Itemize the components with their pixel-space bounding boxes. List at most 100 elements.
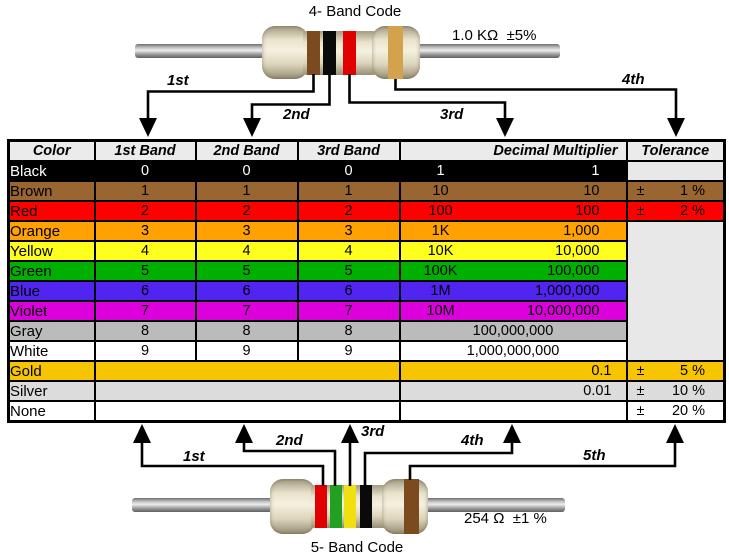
cell-band1-gray: 8 — [93, 320, 197, 342]
cell-band2-orange: 3 — [194, 220, 299, 242]
cell-color-blue: Blue — [7, 280, 96, 302]
cell-band2-black: 0 — [194, 160, 299, 182]
table-row-green: Green 5 5 5 100K 100,000 — [7, 260, 725, 282]
table-row-blue: Blue 6 6 6 1M 1,000,000 — [7, 280, 725, 302]
cell-multiplier-violet: 10M 10,000,000 — [398, 300, 628, 322]
cell-multiplier-orange: 1K 1,000 — [398, 220, 628, 242]
header-band2: 2nd Band — [194, 139, 299, 162]
arrow-label-2nd-top: 2nd — [283, 106, 310, 123]
cell-band2-gray: 8 — [194, 320, 299, 342]
cell-multiplier-gold: 0.1 — [398, 360, 628, 382]
table-row-violet: Violet 7 7 7 10M 10,000,000 — [7, 300, 725, 322]
header-tolerance: Tolerance — [625, 139, 726, 162]
cell-color-red: Red — [7, 200, 96, 222]
cell-band2-violet: 7 — [194, 300, 299, 322]
cell-band3-green: 5 — [296, 260, 401, 282]
arrow-label-1st-top: 1st — [167, 72, 189, 89]
arrow-label-2nd-bottom: 2nd — [276, 432, 303, 449]
cell-multiplier-gray: 100,000,000 — [398, 320, 628, 342]
table-row-orange: Orange 3 3 3 1K 1,000 — [7, 220, 726, 362]
five-band-title: 5- Band Code — [310, 539, 404, 556]
cell-band3-violet: 7 — [296, 300, 401, 322]
table-row-brown: Brown 1 1 1 10 10 ±1 % — [7, 180, 726, 202]
cell-multiplier-none — [398, 400, 628, 423]
header-multiplier: Decimal Multiplier — [398, 139, 628, 162]
cell-tolerance-black — [625, 160, 726, 182]
cell-band3-black: 0 — [296, 160, 401, 182]
table-row-silver: Silver 0.01 ±10 % — [7, 380, 726, 402]
cell-band2-red: 2 — [194, 200, 299, 222]
header-band3: 3rd Band — [296, 139, 401, 162]
arrow-label-4th-top: 4th — [622, 71, 645, 88]
band-brown — [404, 479, 419, 534]
cell-band1-green: 5 — [93, 260, 197, 282]
cell-color-gold: Gold — [7, 360, 96, 382]
cell-band2-yellow: 4 — [194, 240, 299, 262]
cell-bands-merged-gold — [93, 360, 401, 382]
cell-color-yellow: Yellow — [7, 240, 96, 262]
band-gold — [388, 26, 403, 79]
cell-band3-white: 9 — [296, 340, 401, 362]
cell-band3-yellow: 4 — [296, 240, 401, 262]
cell-band3-red: 2 — [296, 200, 401, 222]
four-band-title: 4- Band Code — [308, 3, 402, 20]
cell-multiplier-silver: 0.01 — [398, 380, 628, 402]
arrow-label-1st-bottom: 1st — [183, 448, 205, 465]
band-red — [343, 31, 356, 75]
table-row-red: Red 2 2 2 100 100 ±2 % — [7, 200, 726, 222]
cell-band3-brown: 1 — [296, 180, 401, 202]
cell-bands-merged-none — [93, 400, 401, 423]
cell-color-gray: Gray — [7, 320, 96, 342]
header-band1: 1st Band — [93, 139, 197, 162]
arrow-label-3rd-bottom: 3rd — [361, 423, 385, 440]
cell-tolerance-red: ±2 % — [625, 200, 726, 222]
cell-color-white: White — [7, 340, 96, 362]
band-brown — [307, 31, 320, 75]
band-yellow — [344, 485, 356, 528]
table-header-row: Color 1st Band 2nd Band 3rd Band Decimal… — [7, 139, 726, 162]
cell-multiplier-blue: 1M 1,000,000 — [398, 280, 628, 302]
cell-color-orange: Orange — [7, 220, 96, 242]
cell-multiplier-green: 100K 100,000 — [398, 260, 628, 282]
band-black — [323, 31, 336, 75]
cell-band1-brown: 1 — [93, 180, 197, 202]
cell-band3-blue: 6 — [296, 280, 401, 302]
cell-tolerance-none: ±20 % — [625, 400, 726, 423]
cell-band2-brown: 1 — [194, 180, 299, 202]
cell-band1-white: 9 — [93, 340, 197, 362]
cell-color-brown: Brown — [7, 180, 96, 202]
table-row-gray: Gray 8 8 8 100,000,000 — [7, 320, 725, 342]
band-green — [330, 485, 342, 528]
cell-multiplier-brown: 10 10 — [398, 180, 628, 202]
cell-multiplier-red: 100 100 — [398, 200, 628, 222]
cell-band2-green: 5 — [194, 260, 299, 282]
cell-band1-orange: 3 — [93, 220, 197, 242]
cell-color-black: Black — [7, 160, 96, 182]
cell-band2-white: 9 — [194, 340, 299, 362]
cell-band1-violet: 7 — [93, 300, 197, 322]
arrow-label-5th-bottom: 5th — [583, 447, 606, 464]
cell-band1-red: 2 — [93, 200, 197, 222]
band-red — [315, 485, 327, 528]
cell-tolerance-gold: ±5 % — [625, 360, 726, 382]
table-row-gold: Gold 0.1 ±5 % — [7, 360, 726, 382]
cell-tolerance-brown: ±1 % — [625, 180, 726, 202]
cell-color-none: None — [7, 400, 96, 423]
cell-band3-gray: 8 — [296, 320, 401, 342]
resistor-body — [270, 479, 315, 534]
cell-bands-merged-silver — [93, 380, 401, 402]
cell-tolerance-silver: ±10 % — [625, 380, 726, 402]
cell-color-violet: Violet — [7, 300, 96, 322]
cell-band1-yellow: 4 — [93, 240, 197, 262]
table-row-black: Black 0 0 0 1 1 — [7, 160, 726, 182]
arrow-label-3rd-top: 3rd — [440, 106, 464, 123]
band-black — [360, 485, 372, 528]
resistor-body — [262, 26, 308, 79]
arrow-label-4th-bottom: 4th — [461, 432, 484, 449]
cell-band1-black: 0 — [93, 160, 197, 182]
cell-color-green: Green — [7, 260, 96, 282]
table-row-white: White 9 9 9 1,000,000,000 — [7, 340, 725, 362]
cell-band1-blue: 6 — [93, 280, 197, 302]
